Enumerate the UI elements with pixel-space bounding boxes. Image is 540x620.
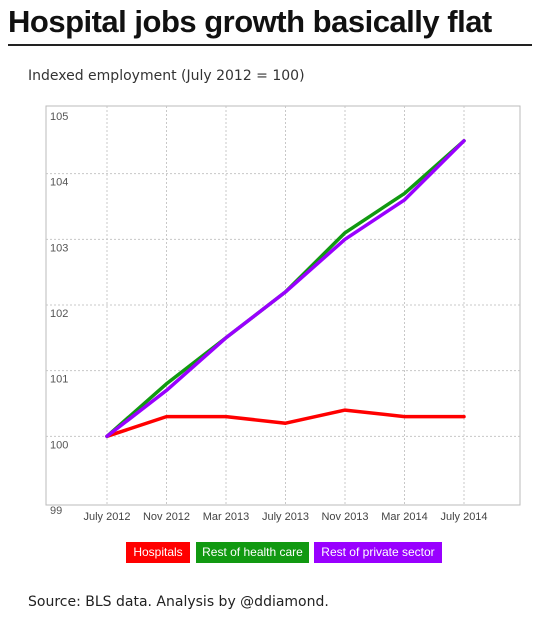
series-line-rest-of-private-sector <box>105 139 466 439</box>
y-tick-label: 104 <box>50 177 68 189</box>
y-tick-label: 103 <box>50 242 68 254</box>
y-tick-label: 99 <box>50 505 62 517</box>
y-axis-label: Indexed employment (July 2012 = 100) <box>28 68 305 84</box>
x-tick-label: Nov 2013 <box>321 511 368 523</box>
legend-item-rest-of-health-care: Rest of health care <box>196 542 309 563</box>
y-tick-label: 105 <box>50 111 68 123</box>
legend-item-hospitals: Hospitals <box>126 542 190 563</box>
legend: Hospitals Rest of health care Rest of pr… <box>0 542 540 564</box>
axis-labels: 99 100 101 102 103 104 105 July 2012 Nov 2012 Mar… <box>50 111 488 523</box>
x-tick-label: Mar 2014 <box>381 511 427 523</box>
x-tick-label: July 2013 <box>262 511 309 523</box>
x-tick-label: Mar 2013 <box>203 511 249 523</box>
title-divider <box>8 44 532 46</box>
x-tick-label: July 2012 <box>83 511 130 523</box>
x-tick-label: July 2014 <box>440 511 487 523</box>
source-note: Source: BLS data. Analysis by @ddiamond. <box>28 594 329 610</box>
line-chart: 99 100 101 102 103 104 105 July 2012 Nov 2012 Mar… <box>45 105 521 523</box>
x-tick-label: Nov 2012 <box>143 511 190 523</box>
y-tick-label: 101 <box>50 374 68 386</box>
series-lines <box>105 139 466 439</box>
page-title: Hospital jobs growth basically flat <box>8 4 492 39</box>
grid-lines <box>45 105 521 506</box>
y-tick-label: 100 <box>50 439 68 451</box>
legend-item-rest-of-private-sector: Rest of private sector <box>314 542 442 563</box>
y-tick-label: 102 <box>50 308 68 320</box>
series-line-hospitals <box>105 408 466 439</box>
